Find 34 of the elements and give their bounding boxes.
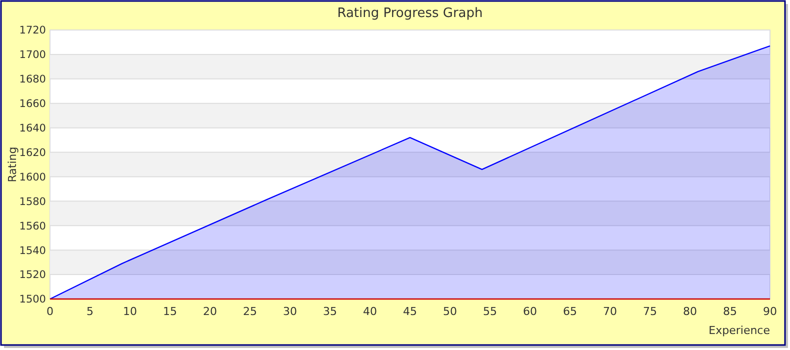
y-tick-label: 1680 <box>19 74 46 86</box>
x-tick-label: 90 <box>763 305 777 318</box>
x-tick-label: 30 <box>283 305 297 318</box>
chart-title: Rating Progress Graph <box>337 6 483 21</box>
x-tick-label: 65 <box>563 305 577 318</box>
x-tick-label: 25 <box>243 305 257 318</box>
x-tick-label: 15 <box>163 305 177 318</box>
y-tick-label: 1720 <box>19 24 46 37</box>
y-tick-label: 1540 <box>19 244 46 257</box>
x-tick-label: 50 <box>443 305 457 318</box>
x-tick-label: 60 <box>523 305 537 318</box>
x-tick-label: 35 <box>323 305 337 318</box>
x-tick-label: 10 <box>123 305 137 318</box>
x-tick-label: 40 <box>363 305 377 318</box>
x-axis-title: Experience <box>708 324 770 337</box>
x-tick-label: 5 <box>86 305 94 318</box>
x-tick-label: 55 <box>483 305 497 318</box>
y-tick-label: 1520 <box>19 269 46 282</box>
y-tick-label: 1580 <box>19 196 46 208</box>
x-tick-label: 20 <box>203 305 217 318</box>
y-tick-label: 1700 <box>19 49 46 62</box>
x-tick-label: 75 <box>643 305 657 318</box>
x-tick-label: 85 <box>723 305 737 318</box>
y-tick-label: 1660 <box>19 98 46 110</box>
y-tick-label: 1620 <box>19 146 46 159</box>
y-tick-label: 1560 <box>19 220 46 232</box>
x-tick-label: 0 <box>46 305 54 318</box>
x-tick-label: 70 <box>603 305 617 318</box>
x-tick-label: 80 <box>683 305 697 318</box>
x-tick-label: 45 <box>403 305 417 318</box>
y-tick-label: 1600 <box>19 171 46 184</box>
y-tick-label: 1640 <box>19 122 46 134</box>
y-axis-title: Rating <box>6 146 19 182</box>
y-tick-label: 1500 <box>19 294 46 306</box>
